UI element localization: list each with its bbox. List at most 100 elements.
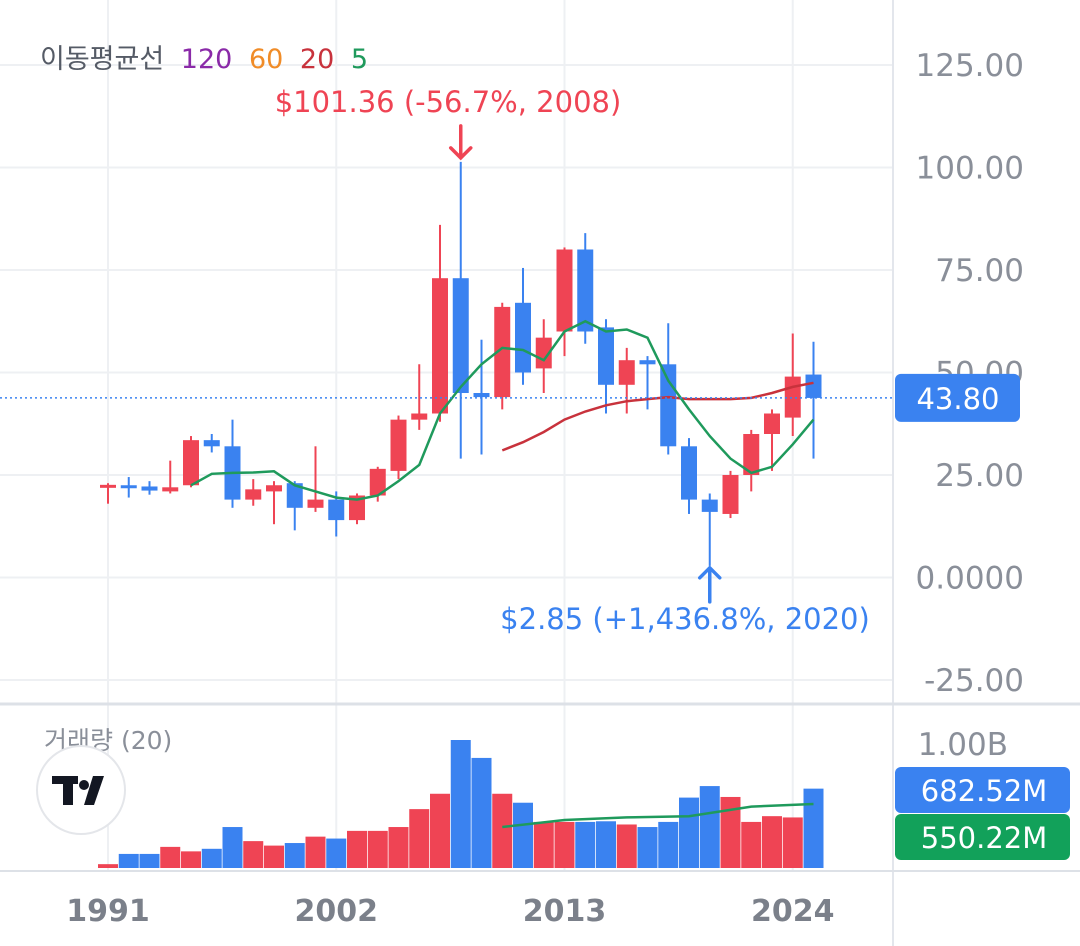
time-tick-label: 2024 — [751, 894, 835, 929]
candle-body — [681, 446, 697, 500]
volume-bar — [762, 816, 782, 868]
candle-body — [598, 327, 614, 385]
price-tick-label: -25.00 — [924, 663, 1024, 699]
price-tick-label: 75.00 — [935, 253, 1024, 289]
extreme-annotations: $101.36 (-56.7%, 2008) $2.85 (+1,436.8%, … — [275, 85, 870, 636]
candle — [411, 364, 428, 430]
candle-body — [100, 484, 116, 488]
ma-legend-5: 5 — [351, 44, 368, 75]
volume-bar — [264, 845, 284, 868]
volume-bar — [679, 797, 699, 868]
candles — [100, 161, 822, 566]
candle-body — [120, 485, 137, 489]
candle — [598, 319, 614, 414]
volume-bar — [139, 853, 160, 868]
candle-body — [432, 278, 448, 414]
candle-body — [307, 499, 324, 508]
volume-bar — [720, 796, 741, 868]
candle — [639, 356, 656, 410]
volume-bar — [409, 809, 430, 868]
volume-value-badge: 682.52M — [895, 767, 1070, 813]
volume-bar — [326, 838, 347, 868]
candle-body — [286, 483, 303, 508]
high-annotation: $101.36 (-56.7%, 2008) — [275, 85, 622, 161]
candle — [183, 436, 199, 488]
candle — [494, 302, 511, 410]
candle — [452, 161, 469, 459]
volume-bar — [554, 821, 575, 868]
candle — [141, 481, 158, 495]
candle — [764, 409, 780, 471]
volume-ma-line — [502, 802, 814, 829]
volume-bar — [305, 836, 326, 868]
candle — [473, 339, 490, 455]
candle-body — [764, 413, 780, 434]
candle — [515, 267, 531, 385]
ma-legend-20: 20 — [300, 44, 334, 75]
volume-ma-badge: 550.22M — [895, 814, 1070, 860]
candle-body — [390, 419, 407, 471]
candle-body — [452, 278, 469, 393]
volume-bar — [430, 793, 450, 868]
candle — [618, 347, 635, 414]
candle-body — [660, 364, 677, 447]
candle — [328, 491, 345, 537]
volume-bar — [98, 864, 118, 868]
volume-bar — [616, 824, 637, 868]
volume-bar — [782, 817, 803, 868]
volume-tick-label: 1.00B — [918, 727, 1008, 763]
tradingview-logo[interactable] — [36, 745, 126, 835]
volume-bar — [699, 786, 720, 868]
candle — [266, 481, 282, 525]
volume-bar — [181, 851, 201, 868]
tradingview-logo-icon — [52, 776, 104, 805]
volume-bar — [471, 757, 492, 868]
ma-legend[interactable]: 이동평균선 120 60 20 5 — [40, 44, 368, 75]
candle-body — [245, 489, 262, 500]
candle-body — [577, 249, 594, 332]
candle-body — [369, 468, 386, 496]
candle-body — [618, 360, 635, 385]
price-axis[interactable]: 125.00100.0075.0050.0025.000.0000-25.001… — [916, 48, 1024, 763]
volume-bar — [160, 846, 181, 868]
volume-bar — [388, 827, 409, 868]
candle-body — [722, 475, 739, 514]
moving-average-lines — [190, 319, 815, 501]
candle — [390, 415, 407, 480]
candle — [681, 438, 697, 514]
ma-legend-60: 60 — [249, 44, 283, 75]
candle — [722, 470, 739, 519]
up-arrow-icon — [698, 565, 722, 604]
candle-body — [535, 337, 552, 369]
candle-body — [805, 374, 822, 398]
time-tick-label: 2013 — [523, 894, 607, 929]
time-tick-label: 1991 — [66, 894, 150, 929]
candle — [224, 419, 241, 508]
volume-bar — [201, 848, 222, 868]
grid-lines — [0, 0, 893, 871]
volume-bar — [492, 793, 513, 868]
candle-body — [266, 485, 282, 492]
time-axis[interactable]: 1991 2002 2013 2024 — [66, 894, 834, 929]
candle — [805, 341, 822, 459]
candle — [245, 479, 262, 506]
candle — [120, 477, 137, 498]
high-annotation-label: $101.36 (-56.7%, 2008) — [275, 85, 622, 119]
volume-bar — [533, 821, 554, 868]
volume-bar — [513, 802, 533, 868]
candle — [100, 483, 116, 504]
candle-body — [411, 413, 428, 420]
candle — [556, 247, 573, 357]
candle-body — [743, 434, 760, 475]
volume-bar — [243, 841, 264, 868]
candle — [743, 429, 760, 492]
candle-body — [162, 487, 179, 492]
candle — [307, 446, 324, 512]
candle-body — [494, 306, 511, 398]
candle-body — [701, 499, 718, 512]
volume-bar — [450, 740, 471, 868]
volume-bar — [803, 788, 824, 868]
price-tick-label: 125.00 — [916, 48, 1024, 84]
volume-bar — [284, 843, 305, 868]
